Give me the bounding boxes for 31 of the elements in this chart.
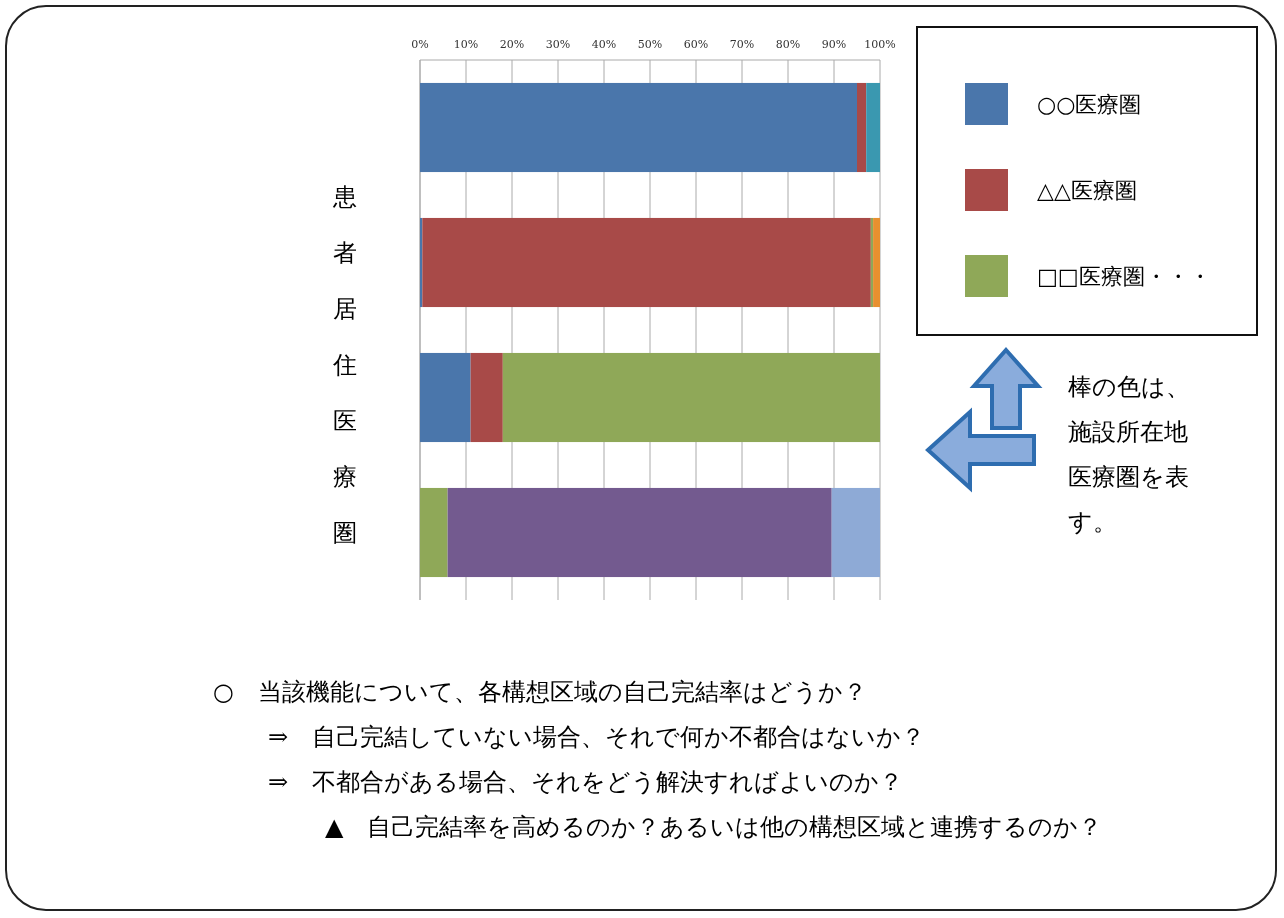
x-tick-label: 20% xyxy=(499,38,525,51)
bar xyxy=(831,487,880,578)
x-tick-label: 60% xyxy=(683,38,709,51)
bar xyxy=(422,217,871,308)
bar xyxy=(502,352,880,443)
text: ▲ 自己完結率を高めるのか？あるいは他の構想区域と連携するのか？ xyxy=(325,813,1103,841)
x-tick-label: 0% xyxy=(411,38,429,51)
x-tick-label: 80% xyxy=(775,38,801,51)
legend-label: △△医療圏 xyxy=(1037,178,1137,203)
x-tick-label: 40% xyxy=(591,38,617,51)
x-tick-label: 100% xyxy=(864,38,896,51)
text: ⇒ 不都合がある場合、それをどう解決すればよいのか？ xyxy=(268,768,904,796)
x-tick-label: 50% xyxy=(637,38,663,51)
bar xyxy=(866,82,880,173)
legend-label: □□医療圏・・・ xyxy=(1037,264,1211,289)
bar xyxy=(420,487,448,578)
y-axis-title: 患者居住医療圏 xyxy=(332,183,357,547)
bar xyxy=(873,217,880,308)
x-tick-label: 90% xyxy=(821,38,847,51)
bar xyxy=(420,82,857,173)
bar xyxy=(857,82,867,173)
text: ○ 当該機能について、各構想区域の自己完結率はどうか？ xyxy=(213,678,867,706)
bar xyxy=(420,352,471,443)
bar xyxy=(447,487,832,578)
text: ⇒ 自己完結していない場合、それで何か不都合はないか？ xyxy=(268,723,926,751)
x-tick-label: 30% xyxy=(545,38,571,51)
text: 棒の色は、施設所在地医療圏を表す。 xyxy=(1068,373,1190,536)
x-tick-label: 10% xyxy=(453,38,479,51)
bar xyxy=(470,352,503,443)
legend-label: ○○医療圏 xyxy=(1037,92,1142,117)
x-tick-label: 70% xyxy=(729,38,755,51)
